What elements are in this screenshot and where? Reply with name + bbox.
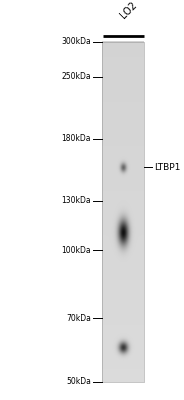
Text: 250kDa: 250kDa	[61, 72, 91, 81]
Text: LO2: LO2	[118, 0, 139, 20]
Text: 100kDa: 100kDa	[61, 246, 91, 255]
Text: 130kDa: 130kDa	[61, 196, 91, 205]
Text: 180kDa: 180kDa	[62, 134, 91, 144]
Text: 300kDa: 300kDa	[61, 38, 91, 46]
Text: 50kDa: 50kDa	[66, 378, 91, 386]
Bar	[102, 42, 144, 382]
Text: LTBP1: LTBP1	[154, 163, 180, 172]
Text: 70kDa: 70kDa	[66, 314, 91, 323]
